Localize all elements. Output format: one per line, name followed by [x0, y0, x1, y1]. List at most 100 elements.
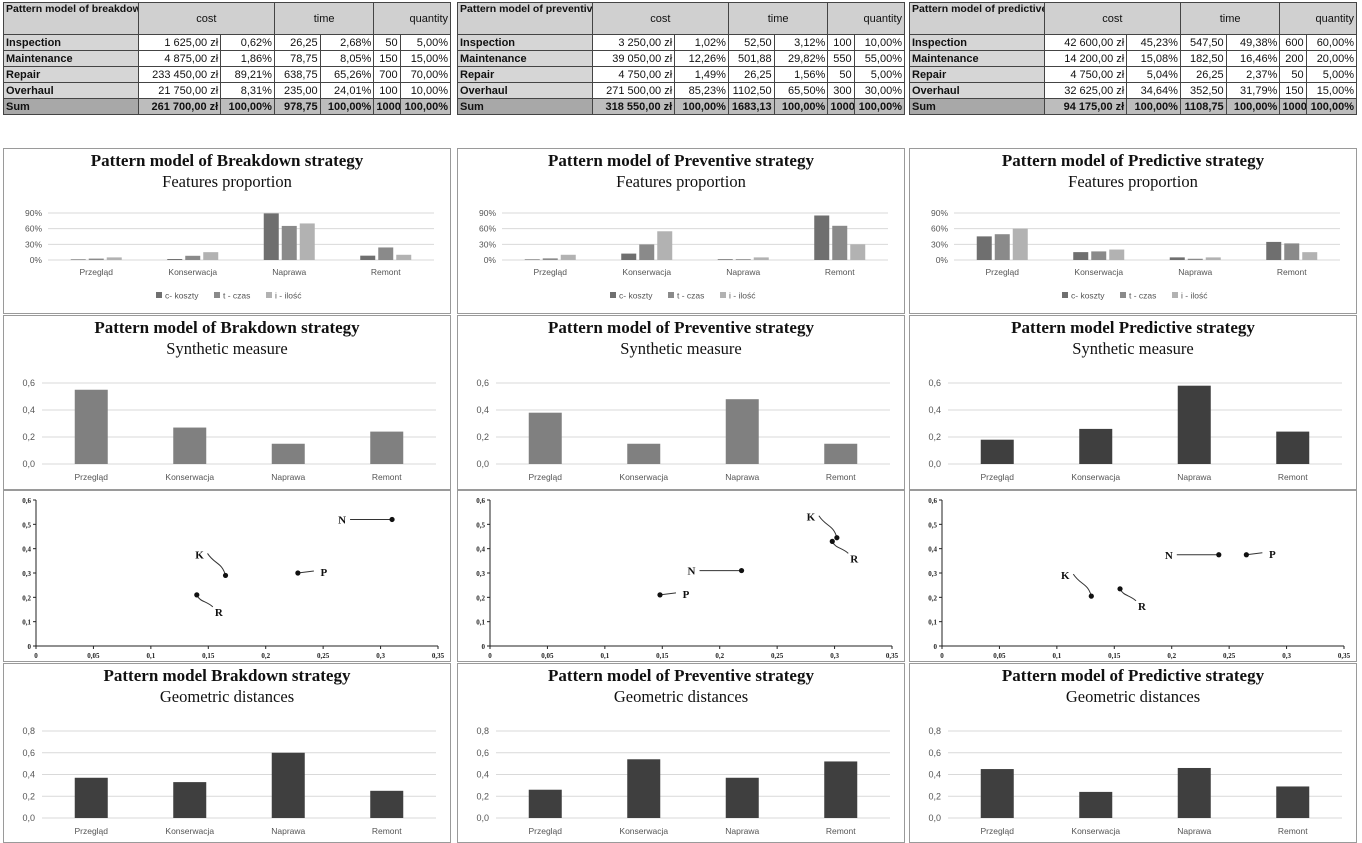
- legend-swatch: [668, 292, 674, 298]
- chart-subtitle: Geometric distances: [613, 687, 749, 706]
- x-tick-label: Konserwacja: [165, 826, 214, 836]
- table-cell: 1 625,00 zł: [137, 34, 222, 51]
- point-label: P: [321, 567, 328, 579]
- synthetic-measure-chart: 0,0 0,2 0,4 0,6 Przegląd Konserwacja Naprawa Re…: [22, 378, 436, 482]
- table-cell: 31,79%: [1225, 82, 1281, 99]
- bar: [1012, 228, 1028, 260]
- y-tick-label: 0,5: [928, 521, 937, 529]
- table-cell: 100,00%: [1305, 98, 1358, 115]
- y-tick-label: 0,2: [928, 594, 937, 602]
- table-row: Sum 318 550,00 zł 100,00% 1683,13 100,00% 100…: [457, 98, 906, 115]
- chart-scatter: 0 0,1 0,2 0,3 0,4 0,5 0,6 0 0,05 0,1 0,15 0,2 0,25 0,…: [909, 490, 1357, 662]
- y-tick-label: 0,8: [476, 726, 489, 736]
- y-tick-label: 60%: [479, 224, 496, 234]
- table-row: Sum 94 175,00 zł 100,00% 1108,75 100,00% 1000…: [909, 98, 1358, 115]
- table-cell: 547,50: [1179, 34, 1227, 51]
- y-tick-label: 0,8: [22, 726, 35, 736]
- bar: [1091, 251, 1107, 260]
- y-tick-label: 0,0: [928, 459, 941, 469]
- y-tick-label: 0,6: [22, 497, 31, 505]
- y-tick-label: 0,3: [22, 570, 31, 578]
- y-tick-label: 90%: [479, 208, 496, 218]
- table-cell: 89,21%: [220, 66, 275, 83]
- x-tick-label: 0,3: [830, 652, 839, 660]
- table-cell: 12,26%: [674, 50, 729, 67]
- point: [1243, 552, 1249, 558]
- y-tick-label: 0: [934, 643, 938, 651]
- bar: [1187, 258, 1203, 260]
- y-tick-label: 0,6: [928, 748, 941, 758]
- table-cell: 100: [373, 82, 401, 99]
- y-tick-label: 0,4: [928, 405, 941, 415]
- y-tick-label: 0,6: [476, 497, 485, 505]
- x-tick-label: Konserwacja: [1074, 267, 1123, 277]
- x-tick-label: 0,2: [261, 652, 270, 660]
- chart-title: Pattern model of Preventive strategy: [548, 666, 814, 685]
- geometric-distances-chart: 0,0 0,2 0,4 0,6 0,8 Przegląd Konserwacja Napraw…: [22, 726, 436, 836]
- bar: [360, 255, 376, 260]
- table-cell: 65,26%: [319, 66, 375, 83]
- table-cell: 24,01%: [319, 82, 375, 99]
- table-cell: 78,75: [273, 50, 321, 67]
- y-tick-label: 0,6: [476, 378, 489, 388]
- y-tick-label: 0%: [936, 255, 949, 265]
- x-tick-label: 0,05: [993, 652, 1006, 660]
- table-cell: 55,00%: [853, 50, 906, 67]
- x-tick-label: 0,25: [1223, 652, 1236, 660]
- table-row: Maintenance 39 050,00 zł 12,26% 501,88 29,82…: [457, 50, 906, 67]
- point: [1117, 586, 1123, 592]
- table-cell: 0,62%: [220, 34, 275, 51]
- bar: [1169, 257, 1185, 260]
- x-tick-label: 0,25: [771, 652, 784, 660]
- table-cell: 85,23%: [674, 82, 729, 99]
- table-cell: 3,12%: [773, 34, 829, 51]
- table-cell: 100,00%: [773, 98, 829, 115]
- table-cell: 49,38%: [1225, 34, 1281, 51]
- row-label: Sum: [3, 98, 139, 115]
- x-tick-label: 0,15: [1108, 652, 1121, 660]
- bar: [717, 259, 733, 260]
- legend-label: c- koszty: [165, 291, 199, 301]
- row-label: Maintenance: [3, 50, 139, 67]
- bar: [1109, 249, 1125, 260]
- y-tick-label: 0,6: [476, 748, 489, 758]
- table-cell: 150: [373, 50, 401, 67]
- chart-subtitle: Synthetic measure: [166, 339, 288, 358]
- table-cell: 30,00%: [853, 82, 906, 99]
- point: [222, 572, 229, 579]
- leader-line: [1119, 588, 1137, 602]
- table-header-cost: cost: [137, 2, 275, 35]
- table-header-quantity: quantity: [1279, 2, 1357, 35]
- table-corner-title: Pattern model of preventive strategy: [457, 2, 593, 35]
- bar: [1177, 767, 1211, 818]
- bar: [627, 443, 661, 464]
- y-tick-label: 0,5: [22, 521, 31, 529]
- point-label: K: [195, 549, 204, 561]
- point: [389, 516, 395, 523]
- y-tick-label: 0,4: [22, 405, 35, 415]
- bar: [542, 258, 558, 260]
- bar: [299, 223, 315, 260]
- table-row: Repair 233 450,00 zł 89,21% 638,75 65,26% 700…: [3, 66, 452, 83]
- table-cell: 1,86%: [220, 50, 275, 67]
- x-tick-label: Przegląd: [528, 826, 562, 836]
- scatter-plot: 0 0,1 0,2 0,3 0,4 0,5 0,6 0 0,05 0,1 0,15 0,2 0,25 0,…: [476, 497, 898, 660]
- table-cell: 50: [373, 34, 401, 51]
- row-label: Repair: [3, 66, 139, 83]
- x-tick-label: Konserwacja: [622, 267, 671, 277]
- table-row: Inspection 3 250,00 zł 1,02% 52,50 3,12% 100 1…: [457, 34, 906, 51]
- legend-swatch: [214, 292, 220, 298]
- summary-table: Pattern model of preventive strategycost…: [457, 2, 906, 115]
- row-label: Repair: [457, 66, 593, 83]
- table-cell: 700: [373, 66, 401, 83]
- bar: [1276, 431, 1310, 464]
- bar: [167, 259, 183, 260]
- point-label: N: [688, 566, 696, 578]
- point: [738, 567, 745, 574]
- legend-label: t - czas: [223, 291, 250, 301]
- bar: [74, 777, 108, 818]
- bar: [980, 439, 1014, 464]
- x-tick-label: Konserwacja: [619, 472, 668, 482]
- point: [834, 535, 840, 541]
- leader-line: [818, 515, 838, 538]
